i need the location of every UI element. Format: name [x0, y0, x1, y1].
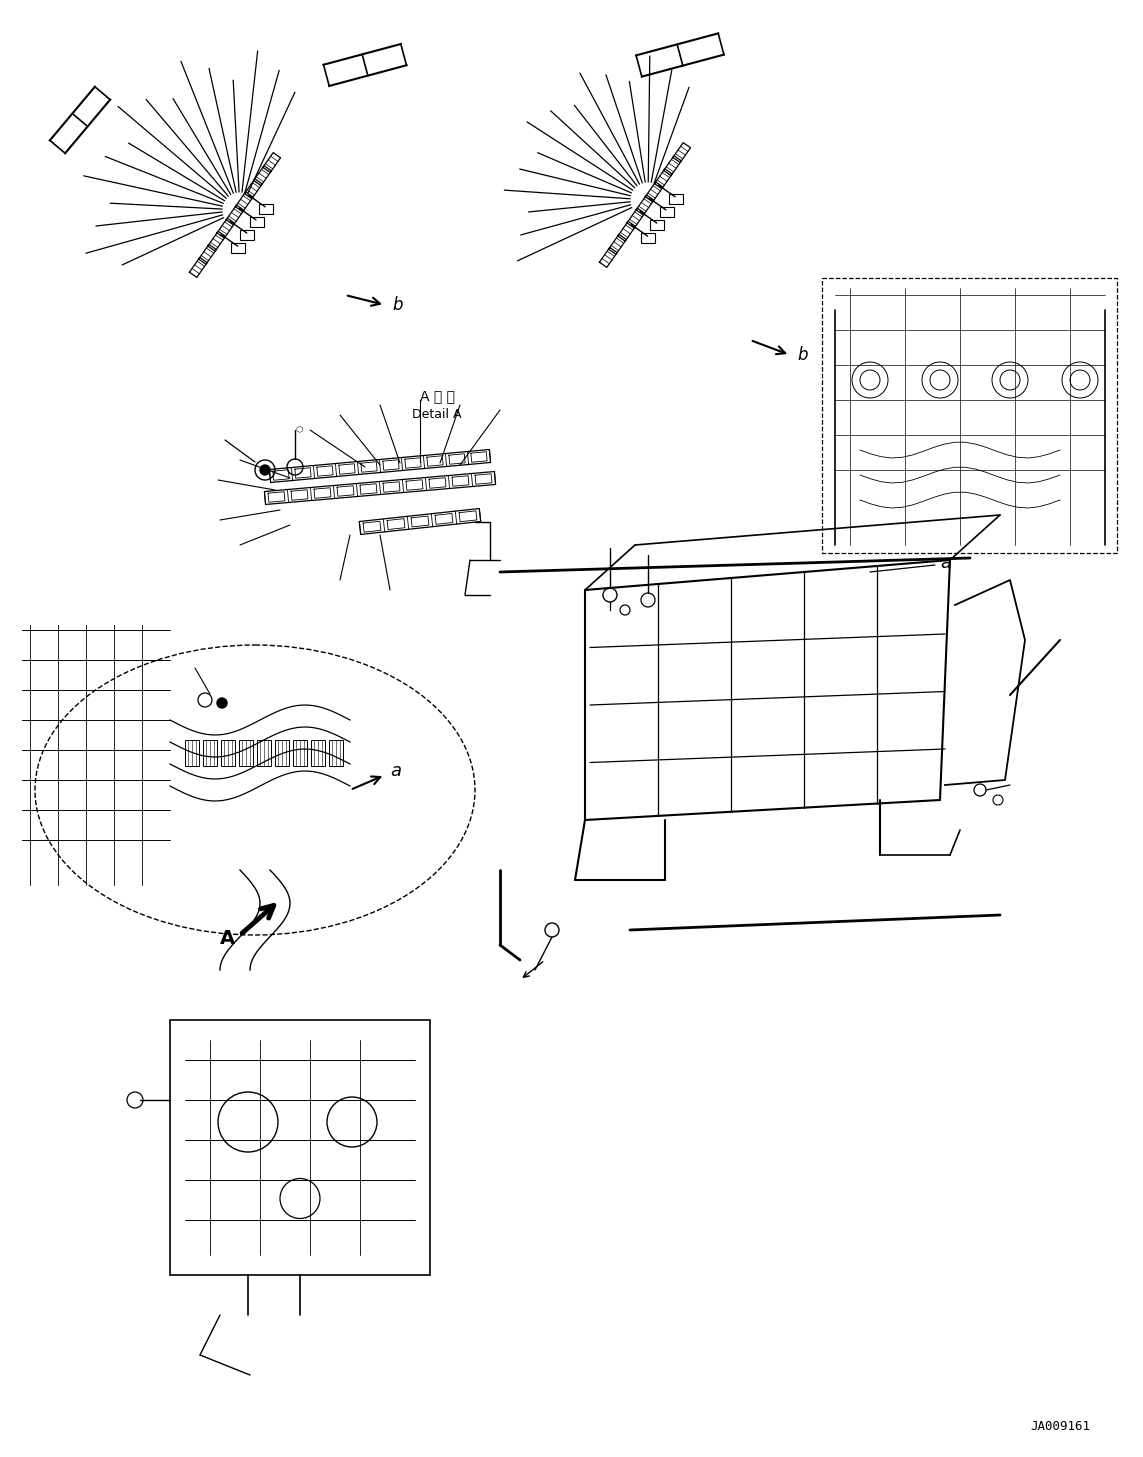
Text: a: a — [940, 554, 951, 573]
Text: A 詳 細: A 詳 細 — [419, 389, 455, 404]
Bar — [641, 233, 655, 243]
Circle shape — [217, 698, 227, 708]
Text: b: b — [797, 345, 807, 364]
Bar — [170, 1020, 430, 1275]
Bar — [650, 220, 664, 230]
Text: JA009161: JA009161 — [1030, 1421, 1090, 1434]
Bar — [311, 740, 325, 766]
Bar — [203, 740, 217, 766]
Text: A: A — [219, 928, 235, 947]
Bar — [257, 740, 271, 766]
Bar — [275, 740, 289, 766]
Bar — [240, 230, 255, 240]
Bar — [329, 740, 343, 766]
Bar — [239, 740, 253, 766]
Bar — [660, 207, 673, 217]
Bar — [221, 740, 235, 766]
Bar — [231, 243, 246, 254]
Text: a: a — [390, 762, 401, 779]
Bar — [669, 194, 682, 204]
Bar — [822, 278, 1117, 554]
Bar — [185, 740, 199, 766]
Bar — [293, 740, 307, 766]
Text: ⬡: ⬡ — [295, 425, 303, 434]
Text: b: b — [392, 296, 402, 315]
Bar — [258, 204, 273, 214]
Circle shape — [259, 465, 270, 475]
Text: Detail A: Detail A — [413, 408, 462, 421]
Bar — [249, 217, 264, 227]
